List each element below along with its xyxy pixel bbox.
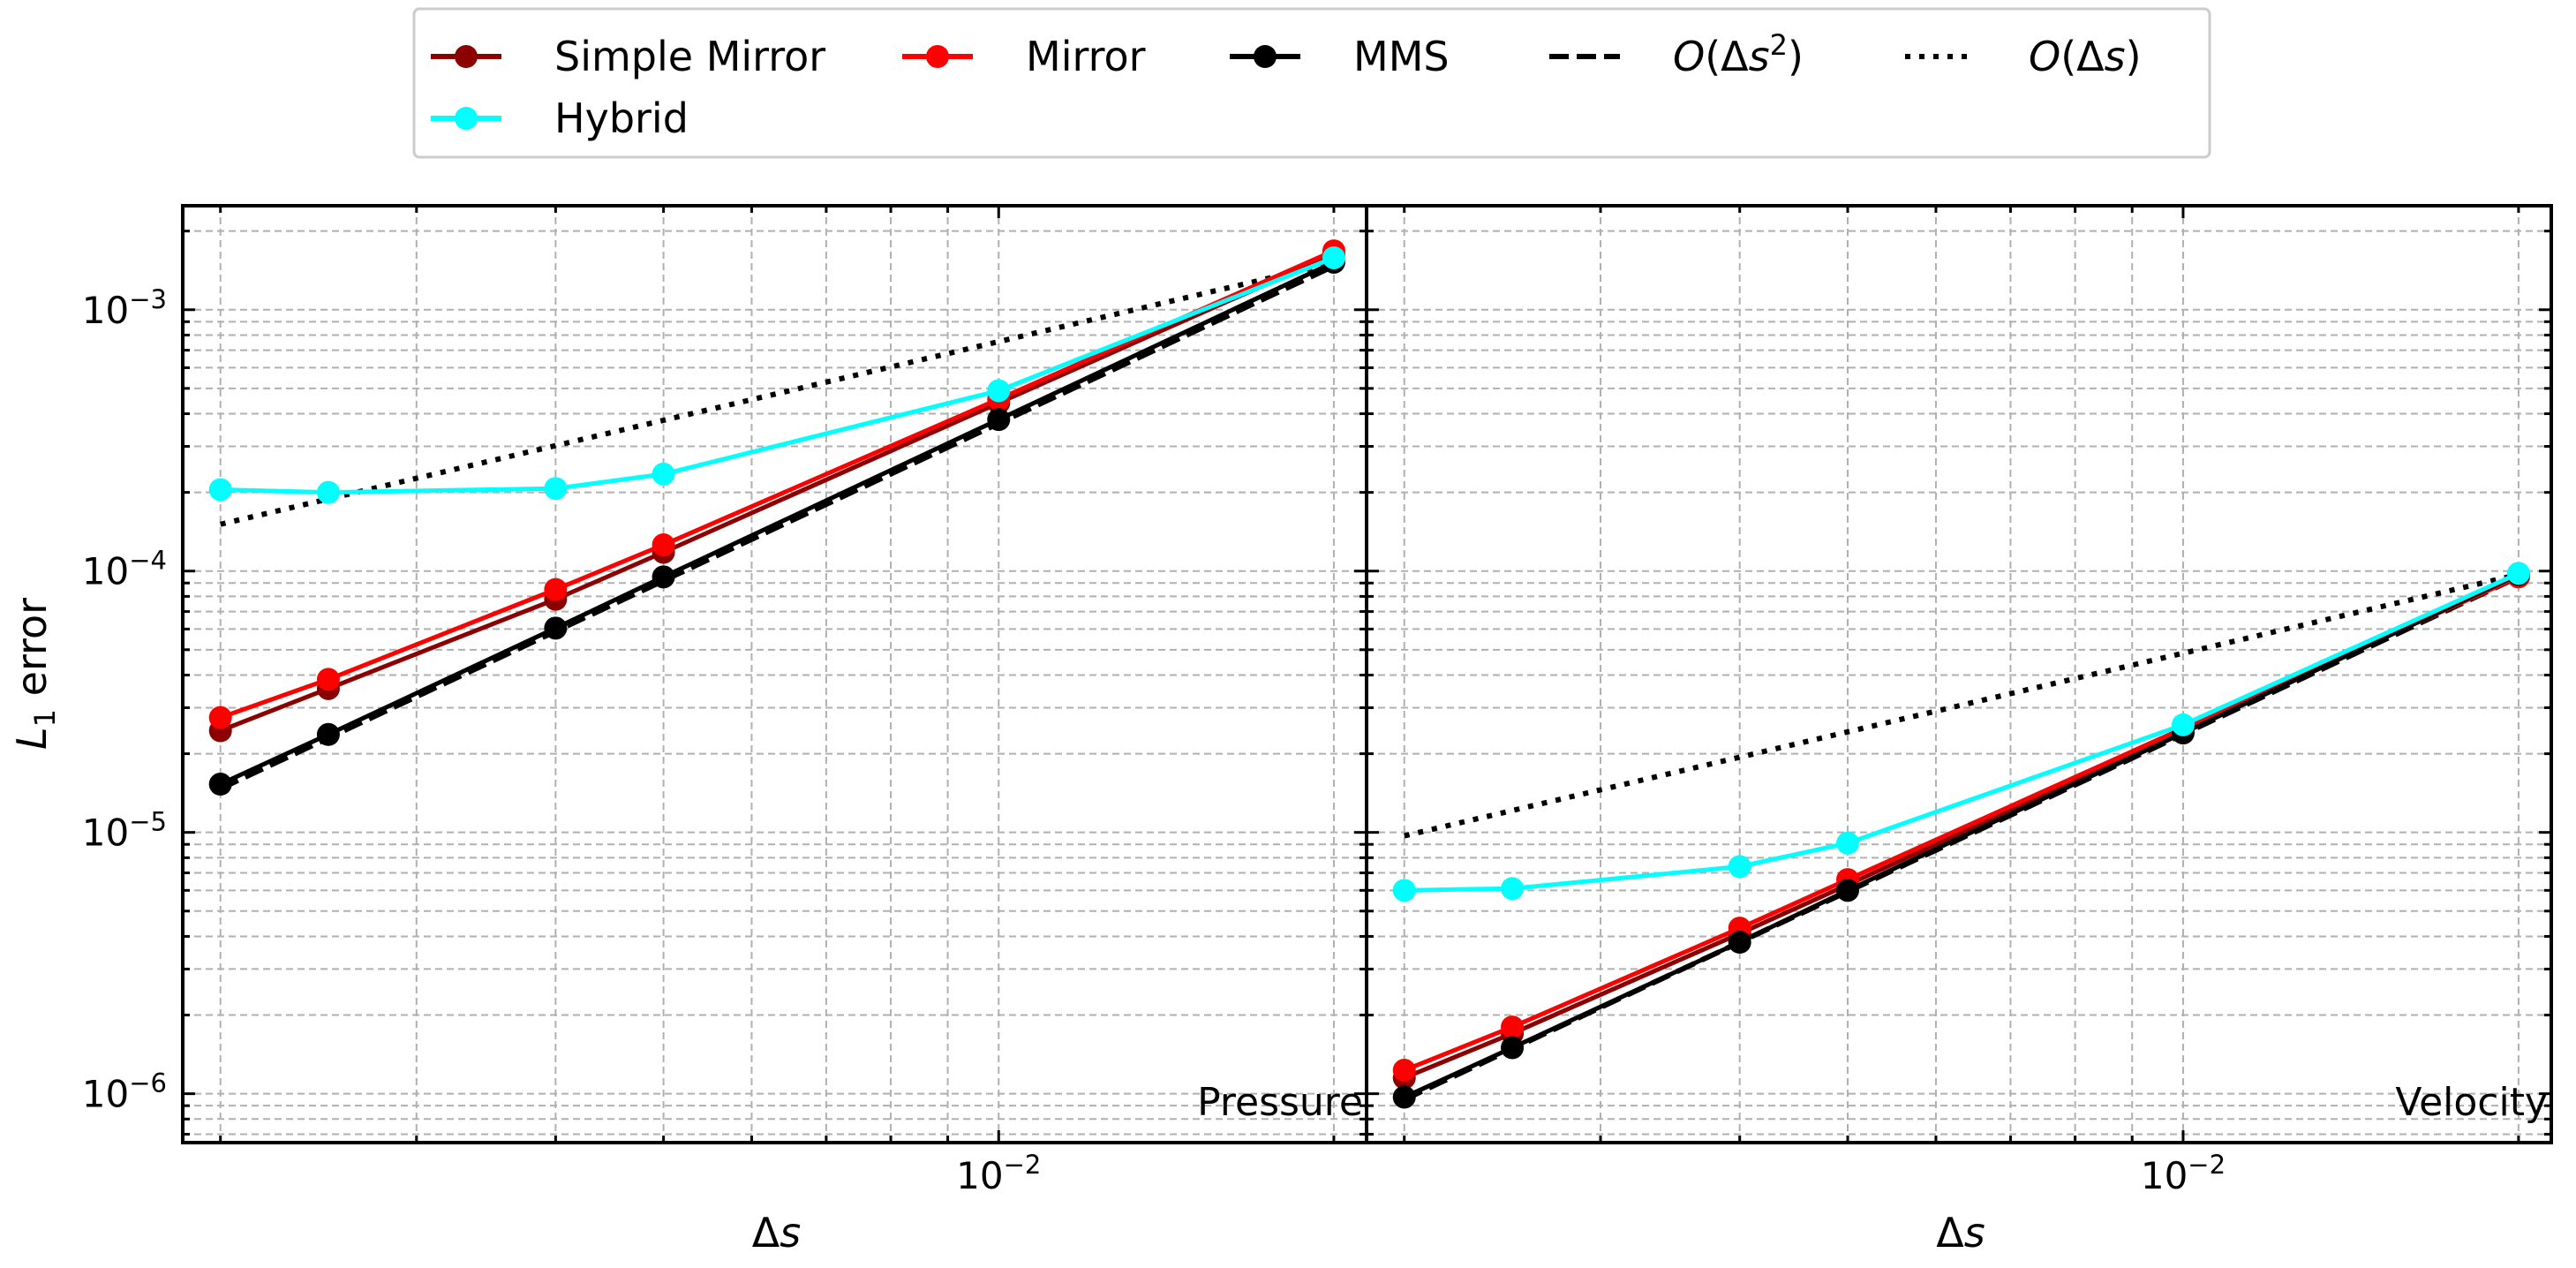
- legend-item-simple-mirror: Simple Mirror: [431, 33, 825, 80]
- series: [1392, 562, 2530, 1109]
- series-line-simple-mirror: [219, 252, 1335, 733]
- legend-item-second-order: O(Δs2): [1549, 28, 1804, 80]
- data-point-hybrid: [1322, 245, 1345, 269]
- legend-marker: [455, 107, 478, 130]
- y-tick-label: 10−4: [82, 546, 167, 593]
- x-tick-label: 10−2: [956, 1150, 1041, 1197]
- data-point-mirror: [1392, 1059, 1416, 1083]
- legend-item-mirror: Mirror: [902, 33, 1146, 80]
- data-point-hybrid: [1836, 831, 1860, 855]
- data-point-mirror: [544, 577, 568, 601]
- data-point-mms: [1501, 1036, 1525, 1060]
- legend-label: O(Δs2): [1673, 28, 1804, 80]
- data-point-mirror: [316, 668, 340, 691]
- grid: [1367, 206, 2551, 1143]
- data-point-hybrid: [544, 477, 568, 501]
- series-line-mirror: [219, 248, 1335, 721]
- second-order-reference-line: [219, 263, 1336, 791]
- legend-label: Simple Mirror: [554, 33, 825, 80]
- legend-marker: [926, 45, 949, 68]
- data-point-hybrid: [1501, 877, 1525, 901]
- legend-label: O(Δs): [2029, 33, 2142, 80]
- legend-label: MMS: [1353, 33, 1450, 80]
- series-line-hybrid: [220, 255, 1335, 495]
- data-point-hybrid: [208, 478, 232, 502]
- data-point-hybrid: [2506, 562, 2530, 585]
- series: [208, 239, 1345, 796]
- data-point-hybrid: [316, 480, 340, 504]
- legend-marker: [455, 45, 478, 68]
- panel-label-velocity: Velocity: [2395, 1080, 2548, 1125]
- y-axis-title: L1 error: [8, 598, 62, 750]
- data-point-hybrid: [987, 379, 1011, 403]
- legend: Simple Mirror Mirror MMS O(Δs2) O(Δs) Hybrid: [412, 7, 2211, 159]
- data-point-mirror: [1501, 1015, 1525, 1039]
- series-line-mirror: [1403, 575, 2520, 1073]
- data-point-mms: [652, 565, 675, 589]
- reference-lines: [219, 260, 1336, 791]
- velocity-panel: 10−2 Velocity Δs: [1365, 204, 2553, 1257]
- data-point-mms: [316, 722, 340, 746]
- panel-label-pressure: Pressure: [1197, 1080, 1363, 1125]
- first-order-reference-line: [220, 260, 1335, 527]
- legend-item-mms: MMS: [1230, 33, 1450, 80]
- legend-label: Mirror: [1026, 33, 1146, 80]
- y-tick-label: 10−3: [82, 284, 167, 332]
- data-point-mms: [208, 773, 232, 796]
- legend-marker: [1254, 45, 1277, 68]
- data-point-mirror: [652, 533, 675, 557]
- plot-frame: [1365, 204, 2553, 1144]
- pressure-panel: 10−2 10−3 10−4 10−5 10−6 Pressure Δs: [82, 204, 1368, 1257]
- series-line-hybrid: [1404, 571, 2520, 893]
- series-line-mms: [1403, 572, 2520, 1099]
- grid: [183, 206, 1367, 1143]
- legend-label: Hybrid: [554, 94, 689, 142]
- x-axis-title: Δs: [1936, 1209, 1985, 1257]
- first-order-reference-line: [1404, 571, 2520, 839]
- axis-titles: L1 error: [8, 598, 62, 750]
- data-point-mms: [1392, 1085, 1416, 1109]
- data-point-hybrid: [652, 462, 675, 486]
- data-point-hybrid: [1392, 879, 1416, 902]
- legend-item-first-order: O(Δs): [1905, 33, 2142, 80]
- x-axis-title: Δs: [752, 1209, 801, 1257]
- legend-item-hybrid: Hybrid: [431, 94, 689, 142]
- data-point-mms: [1836, 879, 1860, 902]
- data-point-mms: [544, 616, 568, 640]
- x-tick-label: 10−2: [2141, 1150, 2226, 1197]
- data-point-mms: [987, 408, 1011, 432]
- y-tick-label: 10−6: [82, 1068, 167, 1116]
- data-point-mirror: [208, 706, 232, 729]
- legend-box: [412, 7, 2211, 159]
- data-point-hybrid: [1728, 855, 1751, 879]
- data-point-hybrid: [2171, 713, 2195, 736]
- data-point-mms: [1728, 931, 1751, 955]
- series-line-mms: [219, 260, 1336, 787]
- y-tick-label: 10−5: [82, 807, 167, 855]
